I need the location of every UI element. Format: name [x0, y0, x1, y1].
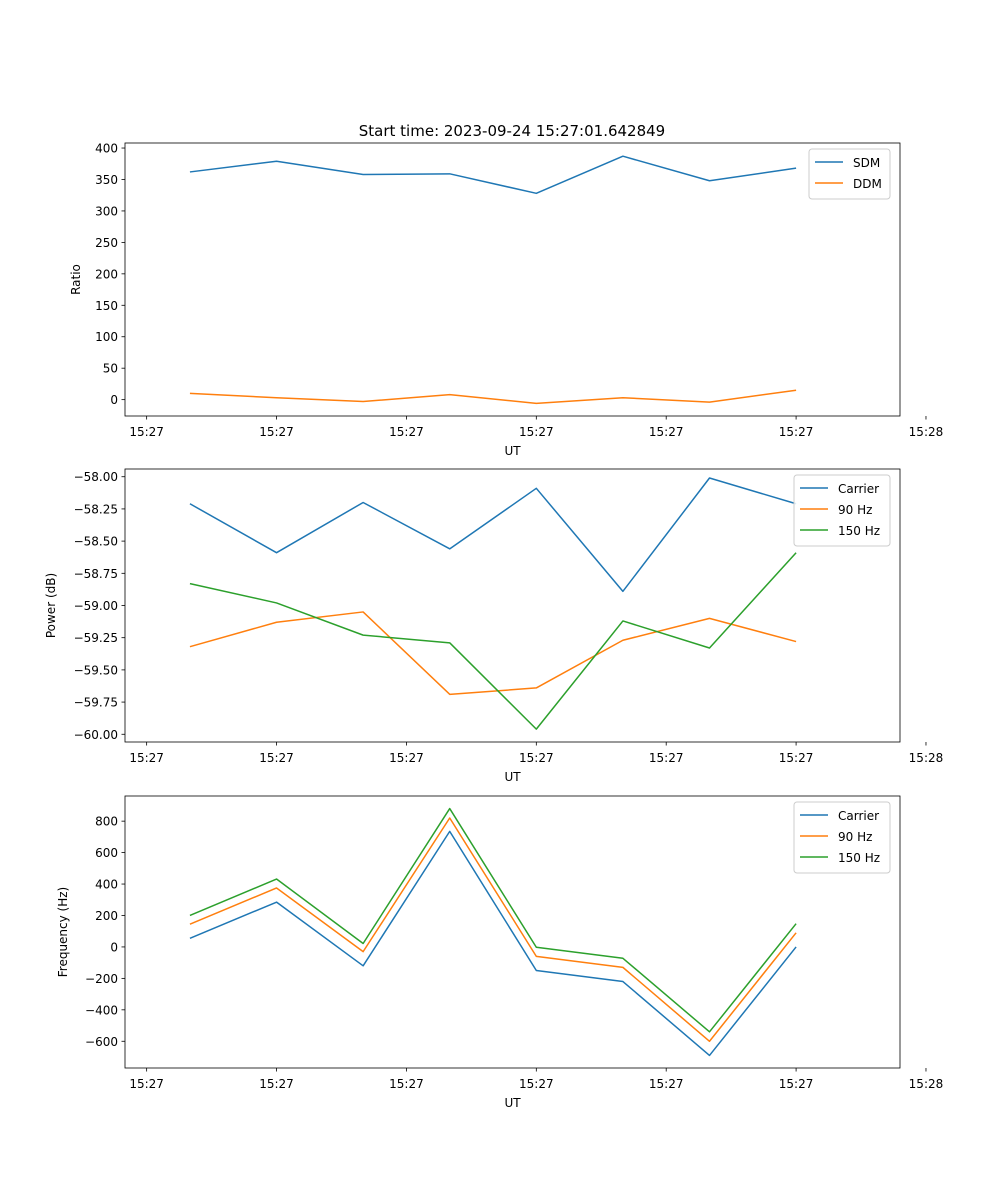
- x-tick-label: 15:27: [519, 751, 554, 765]
- x-tick-label: 15:27: [259, 751, 294, 765]
- y-tick-label: 250: [95, 236, 118, 250]
- legend-label-carrier: Carrier: [838, 482, 879, 496]
- x-tick-label: 15:27: [649, 1077, 684, 1091]
- y-tick-label: −400: [85, 1003, 118, 1017]
- x-tick-label: 15:27: [389, 751, 424, 765]
- legend-label-150-hz: 150 Hz: [838, 851, 880, 865]
- legend-label-ddm: DDM: [853, 177, 882, 191]
- y-tick-label: −59.00: [74, 599, 118, 613]
- y-tick-label: −58.75: [74, 567, 118, 581]
- y-tick-label: −59.50: [74, 663, 118, 677]
- series-line-90-hz: [189, 817, 797, 1043]
- series-line-sdm: [189, 155, 797, 195]
- y-tick-label: −200: [85, 972, 118, 986]
- y-tick-label: −59.25: [74, 631, 118, 645]
- x-tick-label: 15:27: [259, 1077, 294, 1091]
- panels: 0 50 100 150 200 250 300 350 400 15:27 15:27 15:27 1…: [44, 142, 943, 1110]
- y-tick-label: −58.25: [74, 502, 118, 516]
- x-tick-label: 15:27: [519, 1077, 554, 1091]
- y-tick-label: 350: [95, 173, 118, 187]
- y-tick-label: 300: [95, 204, 118, 218]
- x-tick-label: 15:27: [779, 751, 814, 765]
- legend-label-90-hz: 90 Hz: [838, 830, 872, 844]
- x-tick-label: 15:27: [389, 1077, 424, 1091]
- subplot-1: 0 50 100 150 200 250 300 350 400 15:27 15:27 15:27 1…: [69, 142, 943, 458]
- y-tick-label: 600: [95, 846, 118, 860]
- subplot-3: −600 −400 −200 0 200 400 600 800 15:27 15:27 15:27…: [56, 795, 944, 1110]
- legend: Carrier 90 Hz 150 Hz: [793, 801, 891, 874]
- x-tick-label: 15:27: [779, 425, 814, 439]
- legend: Carrier 90 Hz 150 Hz: [793, 474, 891, 547]
- series-line-90-hz: [189, 611, 797, 696]
- x-axis-label: UT: [504, 1096, 521, 1110]
- x-tick-label: 15:28: [909, 425, 944, 439]
- x-tick-label: 15:27: [129, 425, 164, 439]
- y-tick-label: −58.00: [74, 470, 118, 484]
- series-line-150-hz: [189, 552, 797, 730]
- axes-frame: [124, 795, 901, 1069]
- legend: SDM DDM: [808, 148, 891, 200]
- series-line-150-hz: [189, 807, 797, 1033]
- x-tick-label: 15:27: [129, 751, 164, 765]
- x-axis-label: UT: [504, 444, 521, 458]
- legend-label-90-hz: 90 Hz: [838, 503, 872, 517]
- legend-label-carrier: Carrier: [838, 809, 879, 823]
- x-axis-label: UT: [504, 770, 521, 784]
- y-axis-label: Power (dB): [44, 573, 58, 638]
- y-tick-label: −600: [85, 1035, 118, 1049]
- chart-title: Start time: 2023-09-24 15:27:01.642849: [359, 122, 665, 140]
- y-tick-label: 200: [95, 267, 118, 281]
- x-tick-label: 15:27: [129, 1077, 164, 1091]
- series-line-carrier: [189, 477, 797, 593]
- series-line-ddm: [189, 389, 797, 405]
- y-tick-label: 400: [95, 142, 118, 156]
- y-tick-label: 0: [110, 393, 118, 407]
- y-tick-label: −60.00: [74, 728, 118, 742]
- x-tick-label: 15:27: [389, 425, 424, 439]
- y-tick-label: −58.50: [74, 535, 118, 549]
- subplot-2: −60.00 −59.75 −59.50 −59.25 −59.00 −58.75 −58.…: [44, 468, 944, 784]
- legend-box: [793, 801, 891, 874]
- y-axis-label: Ratio: [69, 264, 83, 295]
- y-tick-label: 400: [95, 878, 118, 892]
- y-tick-label: 50: [103, 362, 118, 376]
- y-tick-label: −59.75: [74, 696, 118, 710]
- series-line-carrier: [189, 830, 797, 1057]
- x-tick-label: 15:27: [649, 751, 684, 765]
- x-tick-label: 15:27: [649, 425, 684, 439]
- x-tick-label: 15:28: [909, 751, 944, 765]
- y-tick-label: 100: [95, 330, 118, 344]
- axes-frame: [124, 142, 901, 417]
- legend-label-150-hz: 150 Hz: [838, 524, 880, 538]
- y-tick-label: 0: [110, 940, 118, 954]
- y-tick-label: 150: [95, 299, 118, 313]
- x-tick-label: 15:27: [519, 425, 554, 439]
- x-tick-label: 15:27: [779, 1077, 814, 1091]
- legend-label-sdm: SDM: [853, 156, 880, 170]
- x-tick-label: 15:28: [909, 1077, 944, 1091]
- axes-frame: [124, 468, 901, 743]
- legend-box: [793, 474, 891, 547]
- y-tick-label: 800: [95, 815, 118, 829]
- y-axis-label: Frequency (Hz): [56, 887, 70, 978]
- x-tick-label: 15:27: [259, 425, 294, 439]
- y-tick-label: 200: [95, 909, 118, 923]
